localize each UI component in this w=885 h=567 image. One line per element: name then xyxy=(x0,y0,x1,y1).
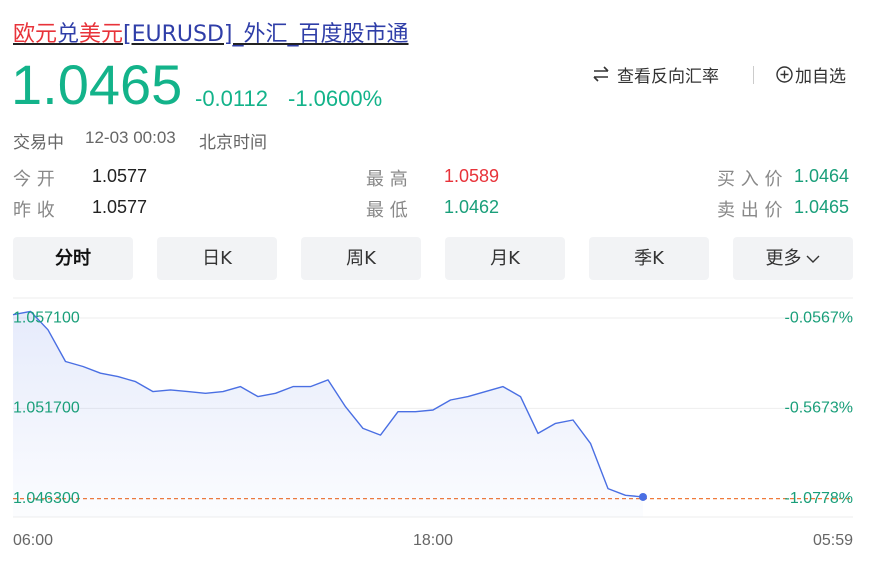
title-part: 兑 xyxy=(57,22,80,47)
stat-label: 买 入 价 xyxy=(717,169,783,190)
quote-time: 12-03 00:03 xyxy=(85,128,176,147)
stat-value: 1.0465 xyxy=(794,197,850,217)
stat-label: 卖 出 价 xyxy=(717,200,783,221)
y-tick-label: 1.057100 xyxy=(13,309,80,326)
tab[interactable]: 季K xyxy=(589,237,709,280)
stat-value: 1.0464 xyxy=(794,166,850,186)
x-tick-label: 18:00 xyxy=(413,532,453,549)
tab[interactable]: 日K xyxy=(157,237,277,280)
reverse-rate-button[interactable]: 查看反向汇率 xyxy=(617,67,719,87)
swap-icon xyxy=(593,66,609,82)
tab[interactable]: 月K xyxy=(445,237,565,280)
y2-tick-label: -0.5673% xyxy=(785,400,854,417)
stat-label: 昨 收 xyxy=(13,200,55,221)
title-part: [EURUSD]_外汇_百度股市通 xyxy=(123,22,409,47)
separator xyxy=(753,66,754,84)
trade-status: 交易中 xyxy=(13,133,64,153)
last-point xyxy=(639,492,647,501)
stat-value: 1.0589 xyxy=(444,166,500,186)
stat-label: 最 低 xyxy=(366,200,408,221)
chevron-icon xyxy=(806,255,819,263)
price: 1.0465 xyxy=(11,53,183,116)
tab-label: 更多 xyxy=(765,248,802,269)
timezone: 北京时间 xyxy=(199,133,267,153)
add-watchlist-button[interactable]: 加自选 xyxy=(795,67,846,87)
area xyxy=(13,311,643,517)
add-icon xyxy=(776,66,793,83)
tab-more[interactable]: 更多 xyxy=(733,237,853,280)
x-tick-label: 06:00 xyxy=(13,532,53,549)
y-tick-label: 1.046300 xyxy=(13,490,80,507)
title-part: 美元 xyxy=(79,22,124,47)
y2-tick-label: -1.0778% xyxy=(785,490,854,507)
page-title[interactable]: 欧元兑美元[EURUSD]_外汇_百度股市通 xyxy=(13,16,409,48)
title-part: 欧元 xyxy=(13,22,58,47)
x-tick-label: 05:59 xyxy=(813,532,853,549)
y2-tick-label: -0.0567% xyxy=(785,309,854,326)
chart: 1.057100 1.051700 1.046300 -0.0567% -0.5673%… xyxy=(12,297,854,549)
stat-label: 最 高 xyxy=(366,169,408,190)
stat-label: 今 开 xyxy=(13,169,55,190)
stat-value: 1.0577 xyxy=(92,197,148,217)
stat-value: 1.0577 xyxy=(92,166,148,186)
tab[interactable]: 分时 xyxy=(13,237,133,280)
line xyxy=(12,310,644,498)
stat-value: 1.0462 xyxy=(444,197,500,217)
change: -0.0112 xyxy=(195,86,268,111)
change-pct: -1.0600% xyxy=(288,86,383,111)
tab[interactable]: 周K xyxy=(301,237,421,280)
y-tick-label: 1.051700 xyxy=(13,400,80,417)
